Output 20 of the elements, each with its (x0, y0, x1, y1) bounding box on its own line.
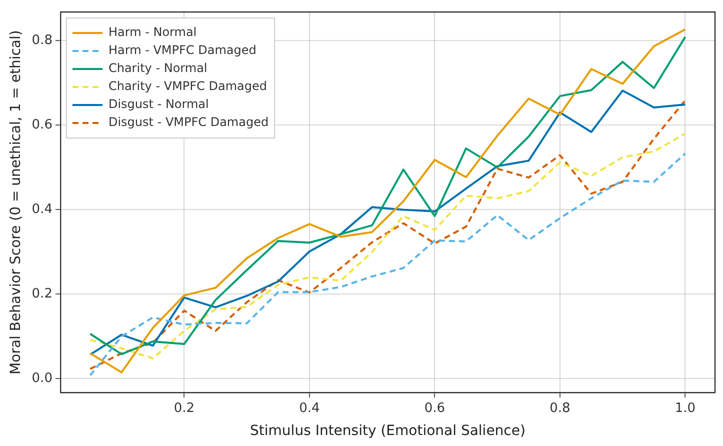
x-tick-label: 0.6 (424, 400, 446, 416)
legend-label: Harm - VMPFC Damaged (108, 43, 256, 58)
legend-label: Disgust - Normal (108, 97, 209, 112)
y-tick-label: 0.6 (32, 118, 52, 133)
x-tick-label: 1.0 (674, 400, 696, 416)
x-tick-label: 0.2 (174, 400, 195, 416)
y-axis-title: Moral Behavior Score (0 = unethical, 1 = ethical) (8, 30, 24, 374)
legend-label: Harm - Normal (108, 25, 197, 40)
y-tick-label: 0.0 (32, 371, 52, 386)
x-tick-label: 0.8 (550, 400, 570, 416)
y-tick-label: 0.4 (32, 202, 52, 218)
y-tick-label: 0.2 (32, 286, 52, 302)
legend-label: Charity - Normal (108, 61, 208, 76)
y-tick-label: 0.8 (32, 33, 52, 48)
line-series (89, 152, 686, 376)
legend-label: Disgust - VMPFC Damaged (108, 115, 269, 130)
x-axis-title: Stimulus Intensity (Emotional Salience) (250, 423, 526, 440)
line-series (89, 132, 686, 360)
legend-label: Charity - VMPFC Damaged (108, 79, 268, 94)
x-tick-label: 0.4 (299, 400, 320, 416)
